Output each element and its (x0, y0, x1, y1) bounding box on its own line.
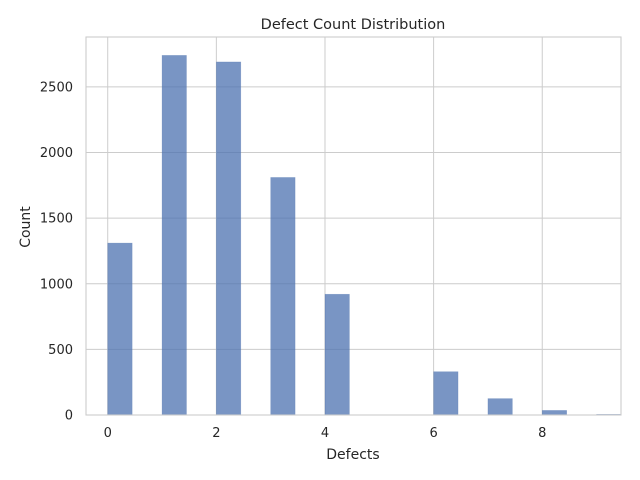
histogram-bar (107, 242, 133, 416)
histogram-bar (324, 293, 350, 416)
x-tick-label: 4 (321, 426, 329, 441)
histogram-bar (487, 398, 513, 416)
histogram-bar (161, 55, 187, 416)
histogram-bar (433, 371, 459, 416)
y-tick-label: 500 (48, 343, 73, 358)
y-tick-label: 1500 (40, 212, 73, 227)
bars-layer (107, 55, 622, 416)
x-tick-label: 8 (538, 426, 546, 441)
plot-frame (85, 36, 622, 416)
y-tick-label: 1000 (40, 277, 73, 292)
histogram-bar (216, 61, 242, 416)
y-tick-label: 2500 (40, 80, 73, 95)
chart-title: Defect Count Distribution (261, 17, 446, 33)
y-tick-label: 2000 (40, 146, 73, 161)
x-tick-label: 2 (212, 426, 220, 441)
y-axis-label: Count (18, 206, 34, 248)
histogram-bar (270, 177, 296, 416)
x-tick-label: 6 (429, 426, 437, 441)
y-tick-label: 0 (65, 409, 73, 424)
ticks-layer: 0 2 4 6 8 0 500 1000 1500 2000 2500 (40, 80, 546, 441)
x-axis-label: Defects (326, 447, 379, 463)
histogram-bar (541, 410, 567, 416)
x-tick-label: 0 (104, 426, 112, 441)
